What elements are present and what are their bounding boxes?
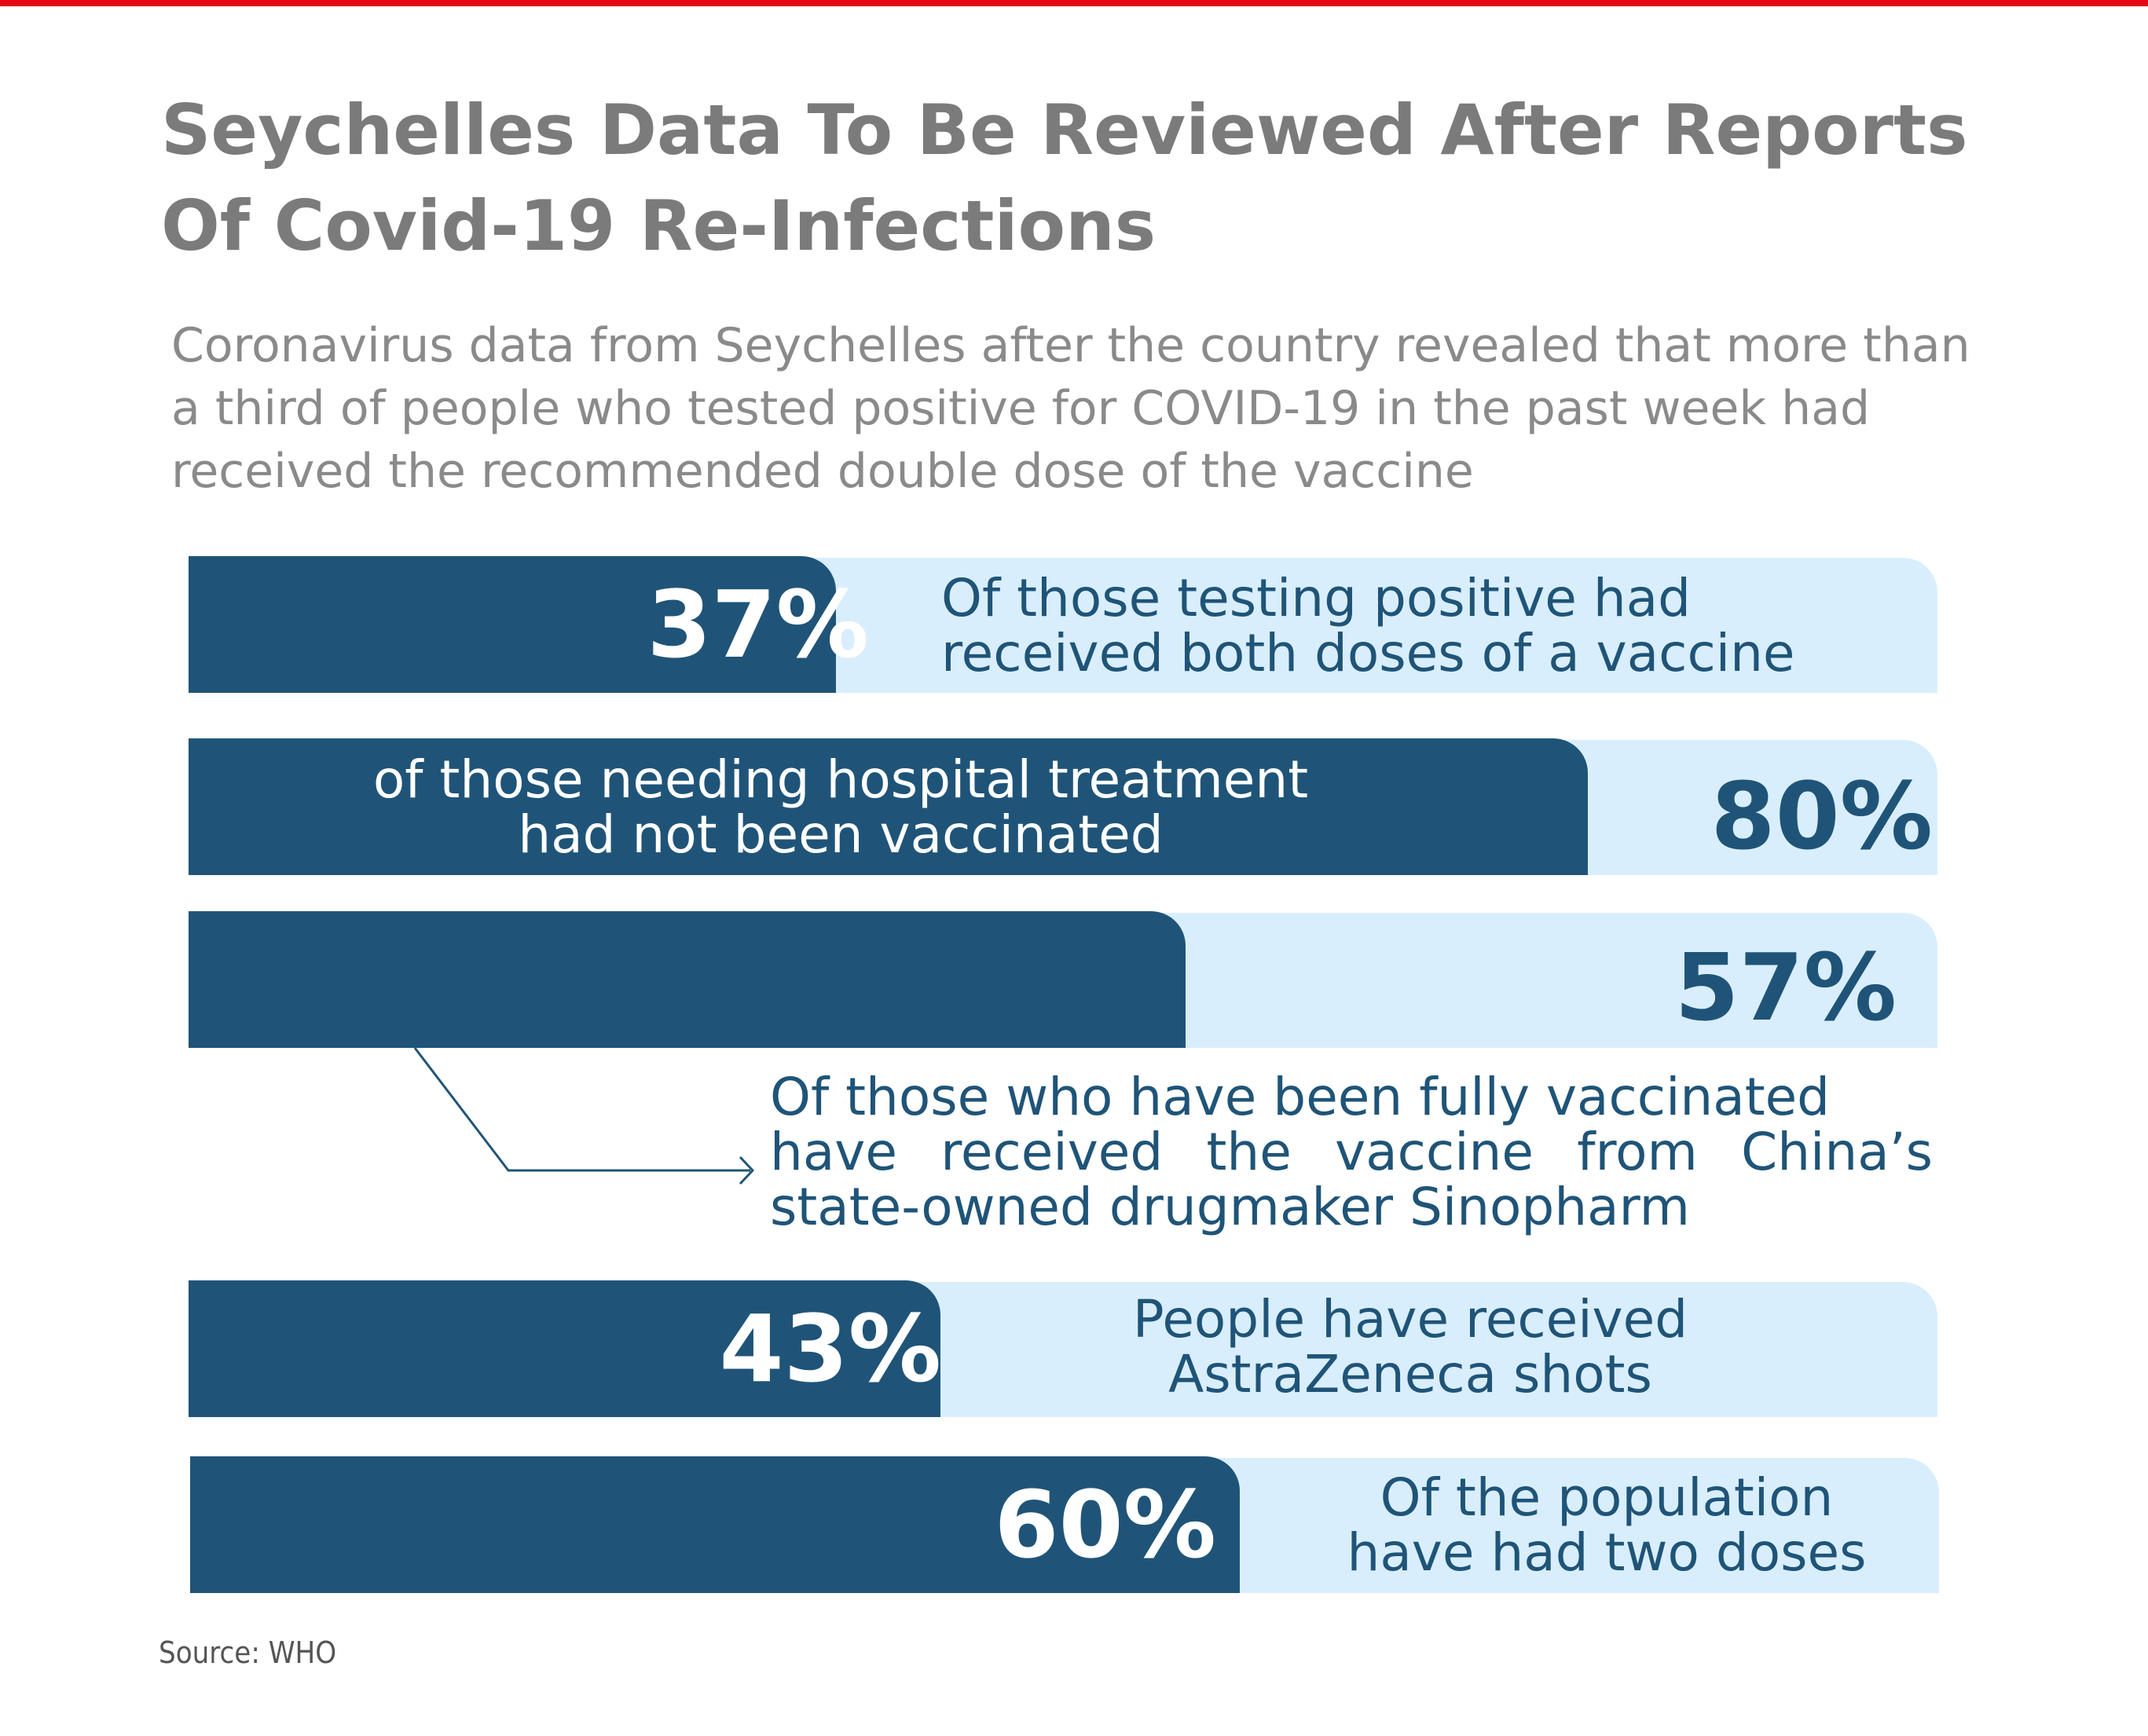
bar-description-line: received both doses of a vaccine [941, 623, 1795, 683]
bar-description-line: Of those testing positive had [941, 568, 1692, 628]
bar-description-line: of those needing hospital treatment [372, 749, 1309, 810]
chart-subtitle: Coronavirus data from Seychelles after t… [171, 318, 1970, 499]
bar-description: Of those who have been fully vaccinated … [770, 1070, 1933, 1235]
bar-description-line: have had two doses [1347, 1522, 1867, 1583]
bar-description-line: AstraZeneca shots [1168, 1344, 1652, 1405]
bar-fill [190, 1456, 1240, 1593]
bar-value-label: 60% [994, 1470, 1216, 1579]
bar-fill [189, 738, 1588, 875]
source-note: Source: WHO [159, 1635, 337, 1670]
bar-description: Of the population have had two doses [1304, 1470, 1909, 1580]
bar-description: Of those testing positive had received b… [941, 571, 1795, 681]
bar-value-label: 57% [1674, 933, 1897, 1042]
bar-description: People have received AstraZeneca shots [1037, 1292, 1783, 1402]
bar-description: of those needing hospital treatment had … [220, 753, 1461, 863]
bar-value-label: 80% [1710, 762, 1933, 870]
top-accent-rule [0, 0, 2148, 6]
bar-fill [189, 556, 836, 693]
bar-description-line: Of the population [1380, 1467, 1834, 1528]
bar-fill [189, 911, 1186, 1048]
bar-value-label: 37% [647, 570, 869, 679]
bar-description-line: had not been vaccinated [518, 804, 1164, 865]
chart-title: Seychelles Data To Be Reviewed After Rep… [161, 90, 1968, 266]
bar-value-label: 43% [719, 1295, 941, 1403]
bar-fill [189, 1280, 940, 1417]
bar-description-line: Of those who have been fully vaccinated [770, 1067, 1831, 1127]
bar-description-line: state-owned drugmaker Sinopharm [770, 1177, 1690, 1237]
bar-description-line: People have received [1132, 1289, 1688, 1350]
bar-description-line: have received the vaccine from China’s [770, 1122, 1933, 1182]
